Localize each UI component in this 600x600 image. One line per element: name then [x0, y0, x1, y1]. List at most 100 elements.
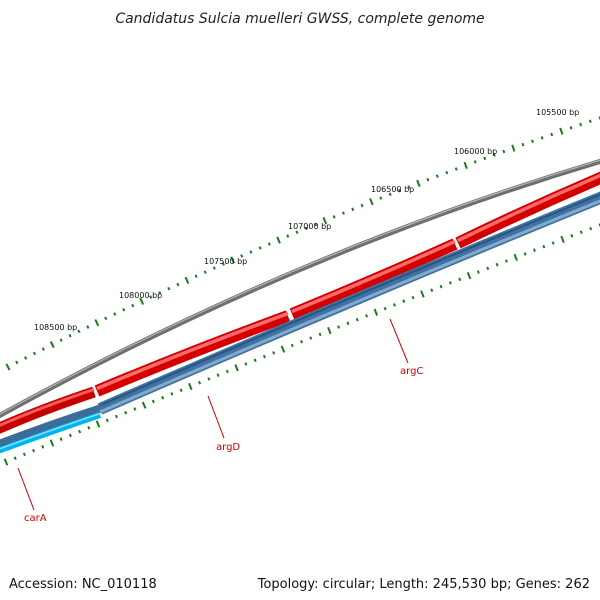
inner-tick — [234, 364, 239, 372]
inner-tick — [207, 377, 211, 381]
inner-tick — [570, 234, 574, 238]
outer-tick — [249, 250, 253, 254]
inner-tick — [392, 303, 396, 307]
inner-tick — [495, 262, 499, 267]
outer-tick — [426, 177, 430, 182]
outer-tick — [322, 217, 328, 225]
inner-tick — [532, 248, 536, 252]
forward-gene-segment[interactable] — [289, 238, 458, 320]
outer-tick — [86, 325, 90, 329]
inner-tick — [430, 288, 434, 292]
outer-tick — [463, 161, 468, 170]
outer-tick — [122, 307, 126, 312]
outer-tick — [104, 316, 108, 321]
forward-gene-segment[interactable] — [0, 386, 96, 434]
outer-tick — [24, 356, 28, 360]
outer-tick — [388, 192, 392, 197]
outer-tick — [379, 196, 383, 200]
outer-tick — [454, 167, 458, 171]
inner-tick — [476, 270, 480, 274]
gene-label-argC[interactable]: argC — [400, 366, 423, 377]
outer-tick — [230, 256, 235, 264]
inner-tick — [458, 277, 462, 282]
outer-tick — [502, 149, 506, 154]
outer-tick — [579, 122, 583, 127]
outer-tick — [483, 156, 487, 161]
inner-tick — [141, 401, 147, 409]
outer-tick — [77, 329, 81, 334]
outer-tick — [511, 144, 516, 152]
inner-tick — [542, 244, 546, 249]
outer-tick — [369, 198, 374, 206]
inner-tick — [262, 354, 266, 359]
inner-tick — [225, 369, 229, 374]
outer-tick — [416, 179, 421, 187]
outer-tick — [267, 242, 271, 246]
inner-tick — [49, 439, 55, 447]
genome-summary-text: Topology: circular; Length: 245,530 bp; … — [257, 577, 590, 592]
inner-tick — [151, 399, 155, 404]
inner-tick — [41, 445, 45, 449]
outer-tick — [569, 126, 573, 130]
accession-text: Accession: NC_010118 — [9, 577, 157, 592]
inner-tick — [244, 362, 248, 366]
inner-tick — [32, 448, 36, 453]
outer-tick — [59, 338, 63, 342]
inner-tick — [309, 336, 313, 340]
outer-tick — [176, 282, 180, 287]
forward-genes — [0, 171, 600, 434]
map-title: Candidatus Sulcia muelleri GWSS, complet… — [115, 11, 484, 27]
inner-tick — [411, 295, 415, 300]
gene-label-carA[interactable]: carA — [24, 513, 47, 524]
outer-tick — [131, 303, 135, 308]
reverse-genes — [0, 191, 600, 454]
outer-tick — [398, 188, 402, 193]
inner-tick — [327, 327, 332, 335]
inner-tick — [3, 458, 9, 466]
outer-tick — [286, 234, 290, 238]
inner-tick — [13, 456, 17, 460]
outer-tick — [158, 291, 162, 295]
outer-tick — [521, 142, 525, 147]
reverse-gene-segment[interactable] — [97, 191, 600, 415]
outer-tick — [113, 312, 117, 316]
tick-label: 105500 bp — [536, 108, 579, 117]
tick-label: 108500 bp — [34, 323, 77, 332]
outer-tick — [445, 170, 449, 175]
inner-tick — [589, 226, 593, 231]
inner-tick — [560, 235, 565, 244]
inner-tick — [299, 339, 304, 344]
inner-tick — [439, 284, 443, 289]
inner-tick — [87, 426, 91, 430]
outer-tick — [360, 203, 364, 208]
inner-tick — [105, 418, 109, 423]
outer-tick — [314, 222, 318, 227]
outer-tick — [194, 274, 198, 279]
outer-tick — [550, 132, 554, 137]
inner-tick — [346, 321, 350, 326]
reverse-gene-segment[interactable] — [0, 404, 102, 449]
inner-tick — [133, 407, 137, 411]
outer-tick — [149, 295, 153, 299]
outer-tick — [492, 153, 496, 157]
outer-tick — [559, 127, 564, 135]
inner-tick — [402, 299, 406, 303]
inner-tick — [280, 345, 286, 353]
gene-label-argD[interactable]: argD — [216, 442, 240, 453]
outer-tick — [94, 319, 100, 327]
forward-gene-segment[interactable] — [455, 171, 600, 249]
tick-label: 106500 bp — [371, 185, 414, 194]
forward-gene-segment[interactable] — [94, 310, 291, 397]
inner-tick — [318, 332, 322, 337]
tick-label: 107500 bp — [204, 257, 247, 266]
inner-tick — [504, 259, 508, 263]
inner-tick — [198, 380, 202, 385]
inner-tick — [448, 281, 452, 285]
callout-line-carA — [17, 467, 35, 511]
inner-tick — [170, 392, 174, 396]
outer-tick — [588, 119, 592, 124]
reverse-gene-segment-alt[interactable] — [0, 412, 101, 454]
inner-tick — [466, 272, 472, 280]
outer-tick — [5, 363, 11, 371]
